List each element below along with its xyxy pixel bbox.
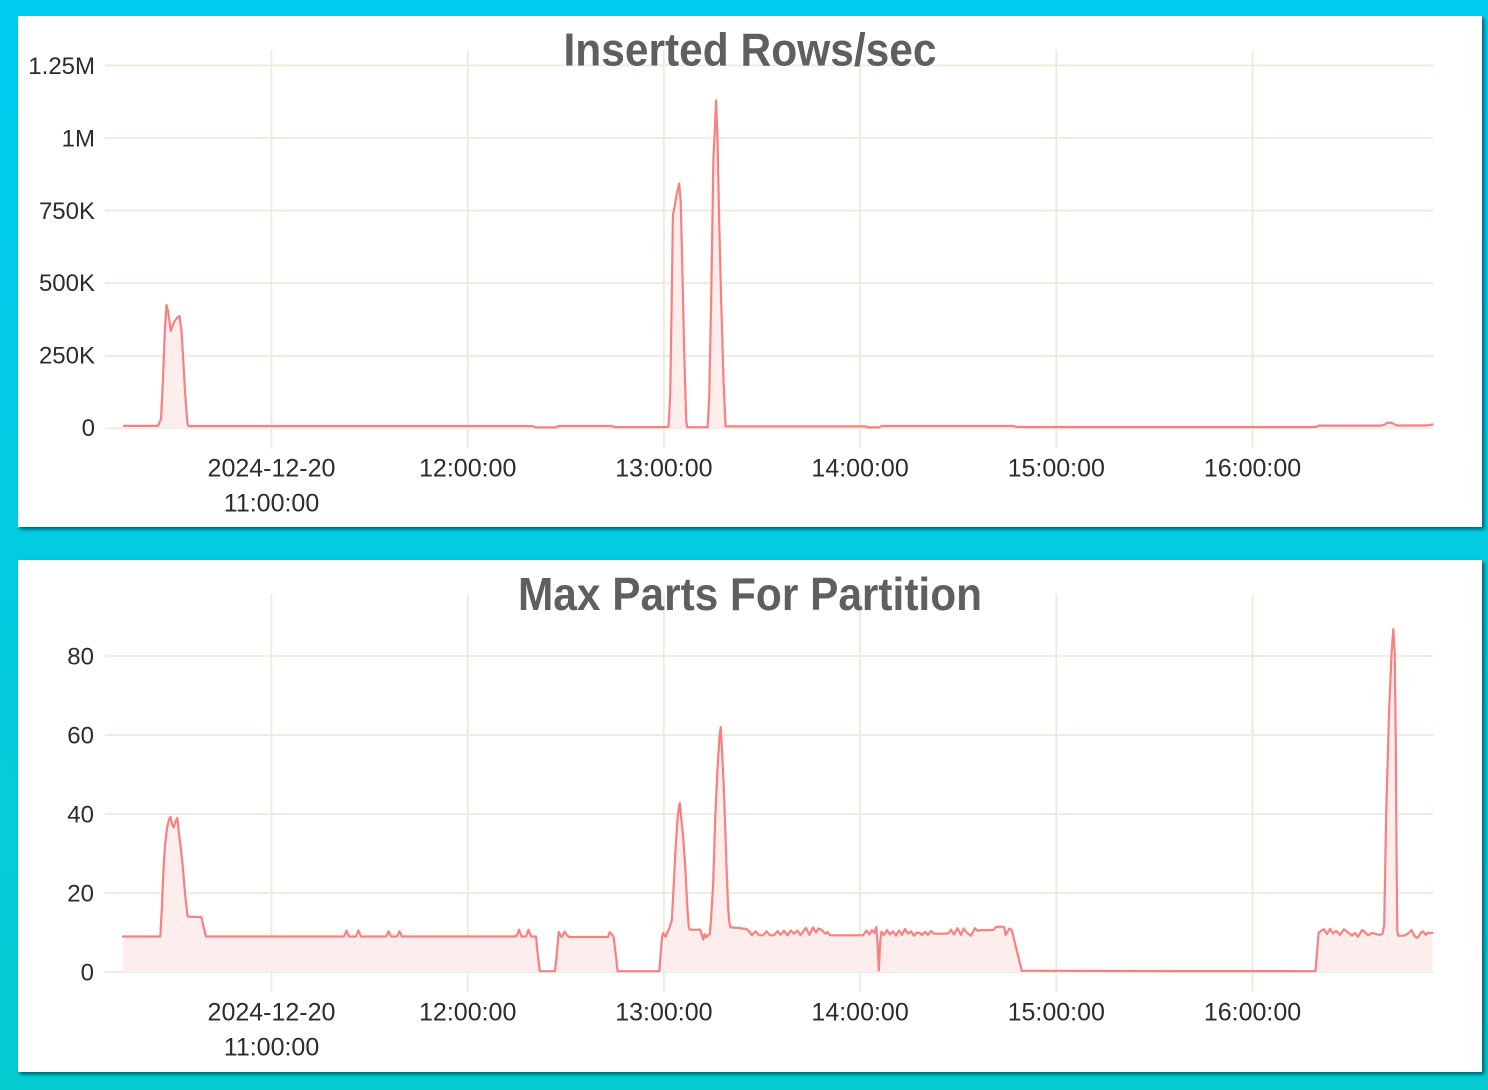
svg-text:0: 0	[82, 415, 95, 442]
svg-text:Inserted Rows/sec: Inserted Rows/sec	[564, 24, 937, 76]
svg-text:40: 40	[67, 802, 94, 829]
svg-text:1.25M: 1.25M	[28, 53, 95, 80]
svg-text:13:00:00: 13:00:00	[615, 999, 712, 1027]
svg-text:13:00:00: 13:00:00	[615, 455, 712, 483]
svg-text:12:00:00: 12:00:00	[419, 455, 516, 483]
svg-text:14:00:00: 14:00:00	[811, 999, 908, 1027]
svg-text:Max Parts For Partition: Max Parts For Partition	[518, 568, 982, 620]
svg-text:20: 20	[67, 881, 94, 908]
svg-text:60: 60	[67, 723, 94, 750]
svg-text:2024-12-20: 2024-12-20	[208, 999, 336, 1027]
svg-text:15:00:00: 15:00:00	[1008, 455, 1105, 483]
svg-text:750K: 750K	[39, 198, 95, 225]
svg-text:250K: 250K	[39, 343, 95, 370]
svg-text:14:00:00: 14:00:00	[811, 455, 908, 483]
svg-text:16:00:00: 16:00:00	[1204, 999, 1301, 1027]
svg-text:0: 0	[81, 960, 94, 987]
svg-text:11:00:00: 11:00:00	[224, 1034, 319, 1062]
svg-text:80: 80	[67, 644, 94, 671]
svg-text:500K: 500K	[39, 270, 95, 297]
svg-text:1M: 1M	[62, 125, 95, 152]
svg-text:15:00:00: 15:00:00	[1008, 999, 1105, 1027]
svg-text:12:00:00: 12:00:00	[419, 999, 516, 1027]
svg-text:11:00:00: 11:00:00	[224, 490, 319, 518]
svg-text:2024-12-20: 2024-12-20	[208, 455, 336, 483]
svg-text:16:00:00: 16:00:00	[1204, 455, 1301, 483]
